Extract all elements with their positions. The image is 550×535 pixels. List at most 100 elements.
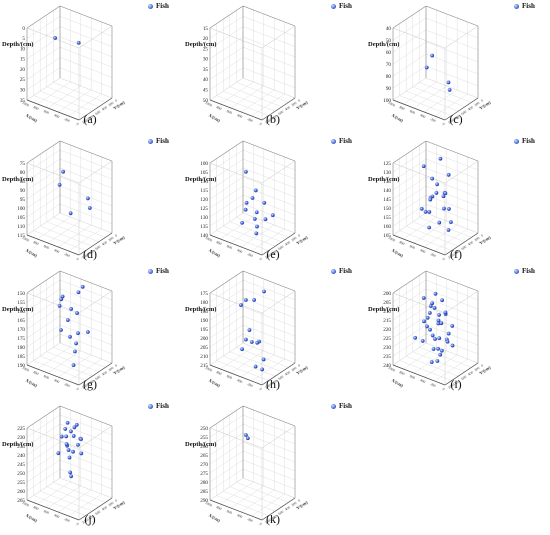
z-tick-label: 90: [386, 86, 392, 92]
x-axis-label: X/(cm): [25, 378, 39, 389]
floor-gridline: [413, 85, 447, 109]
fish-point: [57, 182, 62, 187]
wall-gridline: [26, 324, 61, 348]
legend: Fish: [331, 137, 352, 145]
wall-gridline: [392, 324, 427, 348]
y-tick-label: 0: [480, 363, 484, 367]
wall-gridline: [59, 342, 113, 364]
fish-point: [76, 40, 81, 45]
y-tick-label: 800: [271, 514, 278, 520]
wall-gridline: [209, 185, 244, 209]
fish-point: [263, 217, 268, 222]
z-tick-label: 265: [17, 498, 25, 504]
fish-point: [244, 433, 248, 437]
legend-marker: [331, 138, 336, 144]
wall-gridline: [392, 77, 427, 101]
x-tick-label: 1000: [204, 366, 212, 373]
y-tick-label: 400: [101, 370, 108, 376]
fish-point: [424, 65, 429, 70]
fish-point: [423, 209, 428, 214]
chart-plot: 125 130 135 140 145 150 155 160 165 Depth/(cm) 100…: [368, 140, 492, 261]
chart-panel: 225 230 235 240 245 250 255 260 265 Depth/(cm) 100…: [0, 400, 180, 533]
chart-panel: 75 80 85 90 95 100 105 110 115 Depth/(cm) 1000 800 6…: [0, 135, 180, 268]
x-tick-label: 800: [33, 505, 40, 511]
fish-point: [244, 169, 248, 174]
legend-marker: [148, 268, 153, 274]
y-axis-label: Y/(cm): [295, 499, 309, 510]
fish-point: [432, 306, 437, 310]
legend-marker: [514, 138, 519, 144]
wall-gridline: [26, 194, 61, 218]
wall-gridline: [242, 297, 296, 319]
wall-gridline: [242, 423, 296, 445]
fish-point: [419, 206, 424, 211]
fish-point: [73, 349, 77, 354]
y-axis-line: [261, 232, 296, 256]
y-tick-label: 1000: [81, 518, 89, 525]
box-edge: [242, 405, 296, 427]
x-axis-line: [392, 364, 446, 386]
floor-gridline: [216, 360, 269, 381]
y-tick-label: 200: [108, 366, 115, 372]
x-tick-label: 600: [226, 244, 233, 250]
fish-point: [425, 315, 430, 320]
y-axis-label: Y/(cm): [478, 364, 492, 375]
floor-gridline: [216, 495, 269, 516]
y-tick-label: 1000: [81, 253, 89, 260]
floor-gridline: [236, 82, 289, 103]
fish-point: [65, 420, 70, 425]
wall-gridline: [242, 324, 296, 346]
z-tick-label: 190: [200, 318, 208, 324]
box-edge: [392, 27, 446, 49]
floor-gridline: [40, 91, 93, 112]
y-axis-line: [261, 97, 296, 121]
wall-gridline: [26, 212, 61, 236]
box-edge: [26, 270, 61, 294]
wall-gridline: [242, 36, 296, 58]
z-tick-label: 50: [203, 98, 209, 104]
fish-point: [421, 296, 426, 300]
x-tick-label: 200: [430, 382, 437, 388]
wall-gridline: [425, 29, 479, 51]
fish-point: [75, 311, 79, 315]
floor-gridline: [68, 93, 102, 117]
wall-gridline: [209, 342, 244, 366]
y-tick-label: 0: [114, 363, 118, 367]
floor-gridline: [58, 89, 92, 113]
x-tick-label: 0: [76, 522, 80, 526]
wall-gridline: [209, 36, 244, 60]
wall-gridline: [425, 158, 479, 180]
wall-gridline: [26, 67, 61, 90]
z-tick-label: 210: [200, 354, 208, 360]
fish-point: [247, 328, 252, 332]
x-axis-label: X/(cm): [25, 513, 39, 524]
fish-point: [441, 194, 446, 199]
fish-point: [435, 359, 440, 363]
z-tick-label: 155: [17, 300, 25, 306]
z-tick-label: 15: [203, 26, 209, 32]
wall-gridline: [59, 67, 113, 88]
floor-gridline: [53, 82, 106, 103]
x-axis-line: [392, 234, 446, 256]
legend-marker: [331, 403, 336, 409]
x-tick-label: 200: [64, 382, 71, 388]
box-edge: [209, 427, 263, 449]
x-axis-label: X/(cm): [25, 248, 39, 259]
panel-caption: (c): [449, 112, 463, 126]
x-tick-label: 800: [33, 240, 40, 246]
floor-gridline: [47, 220, 81, 244]
z-tick-label: 50: [386, 38, 392, 44]
y-tick-label: 0: [114, 98, 118, 102]
fish-point: [427, 209, 432, 214]
wall-gridline: [242, 67, 296, 88]
y-tick-label: 1000: [264, 383, 272, 390]
fish-point: [79, 451, 84, 456]
y-tick-label: 200: [108, 501, 115, 507]
x-tick-label: 400: [53, 113, 60, 119]
floor-gridline: [399, 360, 452, 381]
z-tick-label: 105: [200, 170, 208, 176]
fish-point: [430, 301, 435, 306]
y-tick-label: 200: [474, 366, 481, 372]
chart-plot: 7580859095100105110115Depth/(cm)10008006…: [2, 140, 126, 261]
box-edge: [425, 5, 479, 27]
